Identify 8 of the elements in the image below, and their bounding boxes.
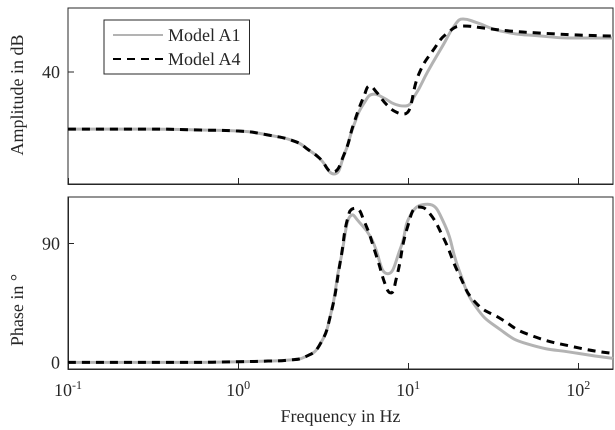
y-axis-title: Amplitude in dB xyxy=(7,34,27,156)
y-axis-title: Phase in ° xyxy=(7,274,27,346)
legend-label: Model A4 xyxy=(168,49,241,69)
x-axis-title: Frequency in Hz xyxy=(280,406,400,426)
y-tick-label: 0 xyxy=(51,352,60,372)
text: 40 xyxy=(42,62,60,82)
legend-label: Model A1 xyxy=(168,25,241,45)
y-tick-label: 90 xyxy=(42,233,60,254)
